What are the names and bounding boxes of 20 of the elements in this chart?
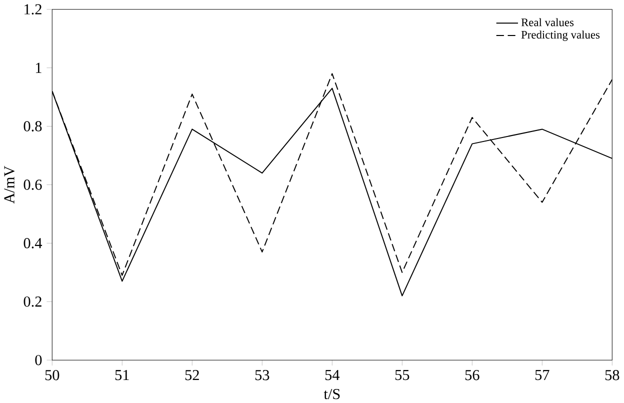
y-tick-label: 0.6: [24, 179, 42, 190]
x-tick-label: 56: [465, 370, 480, 380]
x-tick-label: 51: [115, 370, 129, 380]
x-axis-title: t/S: [324, 388, 340, 399]
x-tick-label: 55: [395, 370, 410, 380]
y-tick-label: 0.8: [24, 120, 42, 132]
y-tick-label: 1.2: [24, 4, 42, 14]
x-tick-label: 54: [325, 370, 340, 380]
x-tick-label: 57: [535, 370, 550, 380]
y-axis-title: A/mV: [4, 166, 15, 204]
x-tick-label: 58: [605, 370, 620, 380]
y-tick-label: 0: [35, 354, 42, 366]
legend-label: Real values: [521, 18, 574, 26]
y-tick-label: 0.4: [24, 238, 42, 248]
x-tick-label: 53: [255, 370, 270, 380]
x-tick-label: 50: [45, 370, 60, 380]
x-tick-label: 52: [185, 370, 199, 380]
legend-label: Predicting values: [521, 30, 600, 41]
y-tick-label: 0.2: [24, 296, 42, 307]
y-tick-label: 1: [36, 62, 42, 73]
